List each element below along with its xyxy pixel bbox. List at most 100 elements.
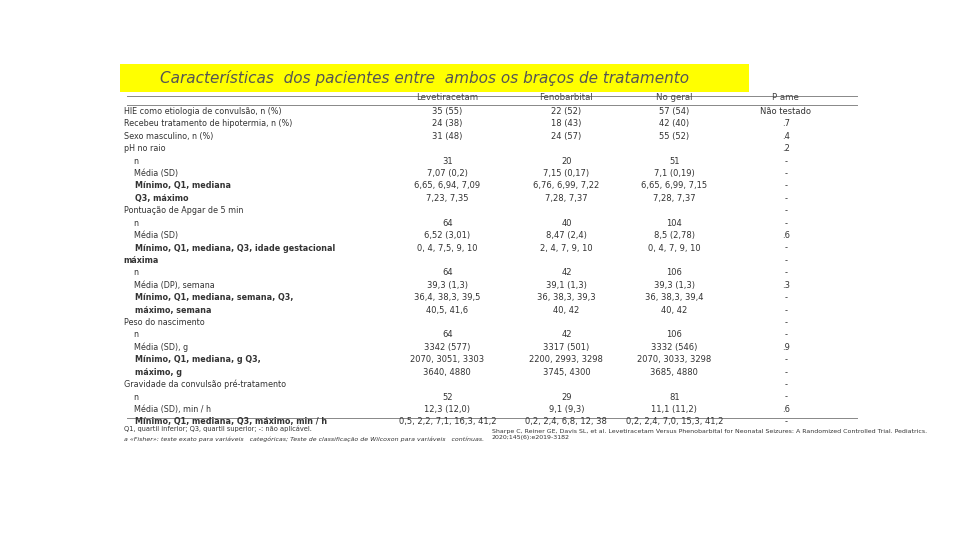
Text: 51: 51: [669, 157, 680, 166]
Text: Mínimo, Q1, mediana, Q3, máximo, min / h: Mínimo, Q1, mediana, Q3, máximo, min / h: [124, 417, 326, 427]
Text: Sharpe C, Reiner GE, Davis SL, et al. Levetiracetam Versus Phenobarbital for Neo: Sharpe C, Reiner GE, Davis SL, et al. Le…: [492, 429, 927, 440]
Text: 6,65, 6,94, 7,09: 6,65, 6,94, 7,09: [415, 181, 480, 191]
Text: .3: .3: [781, 281, 790, 290]
Text: Média (DP), semana: Média (DP), semana: [124, 281, 214, 290]
Text: .2: .2: [782, 144, 790, 153]
Text: 7,23, 7,35: 7,23, 7,35: [426, 194, 468, 203]
Text: 42: 42: [562, 330, 571, 340]
Text: .6: .6: [781, 405, 790, 414]
Text: máximo, g: máximo, g: [124, 368, 181, 377]
Text: 40, 42: 40, 42: [661, 306, 687, 315]
Text: -: -: [784, 181, 787, 191]
Text: n: n: [124, 157, 138, 166]
Text: a «Fisher»: teste exato para variáveis   categóricas; Teste de classificação de : a «Fisher»: teste exato para variáveis c…: [124, 436, 484, 442]
Text: 2070, 3033, 3298: 2070, 3033, 3298: [637, 355, 711, 364]
Text: P ame: P ame: [773, 93, 800, 103]
Text: 0, 4, 7, 9, 10: 0, 4, 7, 9, 10: [648, 244, 701, 253]
Text: 31 (48): 31 (48): [432, 132, 463, 141]
Text: -: -: [784, 293, 787, 302]
Text: 52: 52: [443, 393, 452, 402]
Text: 3342 (577): 3342 (577): [424, 343, 470, 352]
Text: 39,1 (1,3): 39,1 (1,3): [546, 281, 587, 290]
Text: 24 (57): 24 (57): [551, 132, 582, 141]
Text: 7,07 (0,2): 7,07 (0,2): [427, 169, 468, 178]
Text: 0,2, 2,4, 7,0, 15,3, 41,2: 0,2, 2,4, 7,0, 15,3, 41,2: [626, 417, 723, 427]
Text: 81: 81: [669, 393, 680, 402]
Text: -: -: [784, 393, 787, 402]
Text: 36, 38,3, 39,3: 36, 38,3, 39,3: [537, 293, 596, 302]
Text: 40,5, 41,6: 40,5, 41,6: [426, 306, 468, 315]
Text: 8,47 (2,4): 8,47 (2,4): [546, 231, 587, 240]
Text: Média (SD), min / h: Média (SD), min / h: [124, 405, 211, 414]
Text: .7: .7: [781, 119, 790, 129]
Text: máximo, semana: máximo, semana: [124, 306, 211, 315]
Text: 31: 31: [442, 157, 453, 166]
Text: -: -: [784, 330, 787, 340]
Text: 12,3 (12,0): 12,3 (12,0): [424, 405, 470, 414]
Text: 0, 4, 7,5, 9, 10: 0, 4, 7,5, 9, 10: [417, 244, 478, 253]
Text: 7,1 (0,19): 7,1 (0,19): [654, 169, 695, 178]
Text: 106: 106: [666, 268, 683, 278]
Text: máxima: máxima: [124, 256, 159, 265]
Text: Fenobarbital: Fenobarbital: [540, 93, 593, 103]
Text: -: -: [784, 268, 787, 278]
Text: 18 (43): 18 (43): [551, 119, 582, 129]
Text: 20: 20: [562, 157, 571, 166]
Text: Pontuação de Apgar de 5 min: Pontuação de Apgar de 5 min: [124, 206, 243, 215]
Text: 2, 4, 7, 9, 10: 2, 4, 7, 9, 10: [540, 244, 592, 253]
Text: -: -: [784, 219, 787, 228]
Text: 3745, 4300: 3745, 4300: [542, 368, 590, 377]
Text: Gravidade da convulsão pré-tratamento: Gravidade da convulsão pré-tratamento: [124, 380, 286, 389]
Text: 36,4, 38,3, 39,5: 36,4, 38,3, 39,5: [414, 293, 481, 302]
Text: -: -: [784, 157, 787, 166]
Text: 29: 29: [562, 393, 571, 402]
Text: 9,1 (9,3): 9,1 (9,3): [549, 405, 584, 414]
Text: .9: .9: [782, 343, 790, 352]
Text: 6,52 (3,01): 6,52 (3,01): [424, 231, 470, 240]
Text: 42: 42: [562, 268, 571, 278]
Text: Mínimo, Q1, mediana, Q3, idade gestacional: Mínimo, Q1, mediana, Q3, idade gestacion…: [124, 244, 335, 253]
Text: 7,28, 7,37: 7,28, 7,37: [653, 194, 696, 203]
Text: 8,5 (2,78): 8,5 (2,78): [654, 231, 695, 240]
Text: 7,15 (0,17): 7,15 (0,17): [543, 169, 589, 178]
Text: 6,76, 6,99, 7,22: 6,76, 6,99, 7,22: [533, 181, 600, 191]
Text: -: -: [784, 206, 787, 215]
Text: -: -: [784, 355, 787, 364]
Text: 39,3 (1,3): 39,3 (1,3): [654, 281, 695, 290]
Text: pH no raio: pH no raio: [124, 144, 165, 153]
Text: Média (SD), g: Média (SD), g: [124, 342, 188, 352]
Text: 0,2, 2,4, 6,8, 12, 38: 0,2, 2,4, 6,8, 12, 38: [525, 417, 608, 427]
Text: Média (SD): Média (SD): [124, 231, 178, 240]
Text: No geral: No geral: [656, 93, 692, 103]
Text: n: n: [124, 393, 138, 402]
Text: n: n: [124, 219, 138, 228]
Text: 40: 40: [562, 219, 571, 228]
Text: 6,65, 6,99, 7,15: 6,65, 6,99, 7,15: [641, 181, 708, 191]
Text: Não testado: Não testado: [760, 107, 811, 116]
Text: 7,28, 7,37: 7,28, 7,37: [545, 194, 588, 203]
FancyBboxPatch shape: [120, 64, 749, 92]
Text: 40, 42: 40, 42: [553, 306, 580, 315]
Text: 0,5, 2,2, 7,1, 16,3, 41,2: 0,5, 2,2, 7,1, 16,3, 41,2: [398, 417, 496, 427]
Text: -: -: [784, 194, 787, 203]
Text: 104: 104: [666, 219, 683, 228]
Text: 36, 38,3, 39,4: 36, 38,3, 39,4: [645, 293, 704, 302]
Text: -: -: [784, 169, 787, 178]
Text: 57 (54): 57 (54): [660, 107, 689, 116]
Text: -: -: [784, 318, 787, 327]
Text: 2070, 3051, 3303: 2070, 3051, 3303: [410, 355, 485, 364]
Text: n: n: [124, 330, 138, 340]
Text: Q3, máximo: Q3, máximo: [124, 194, 188, 203]
Text: 64: 64: [442, 268, 453, 278]
Text: Mínimo, Q1, mediana, semana, Q3,: Mínimo, Q1, mediana, semana, Q3,: [124, 293, 293, 302]
Text: -: -: [784, 306, 787, 315]
Text: .4: .4: [782, 132, 790, 141]
Text: Q1, quartil inferior; Q3, quartil superior; -: não aplicável.: Q1, quartil inferior; Q3, quartil superi…: [124, 426, 312, 432]
Text: 64: 64: [442, 219, 453, 228]
Text: -: -: [784, 380, 787, 389]
Text: 39,3 (1,3): 39,3 (1,3): [427, 281, 468, 290]
Text: 2200, 2993, 3298: 2200, 2993, 3298: [530, 355, 603, 364]
Text: 24 (38): 24 (38): [432, 119, 463, 129]
Text: 3332 (546): 3332 (546): [651, 343, 698, 352]
Text: HIE como etiologia de convulsão, n (%): HIE como etiologia de convulsão, n (%): [124, 107, 281, 116]
